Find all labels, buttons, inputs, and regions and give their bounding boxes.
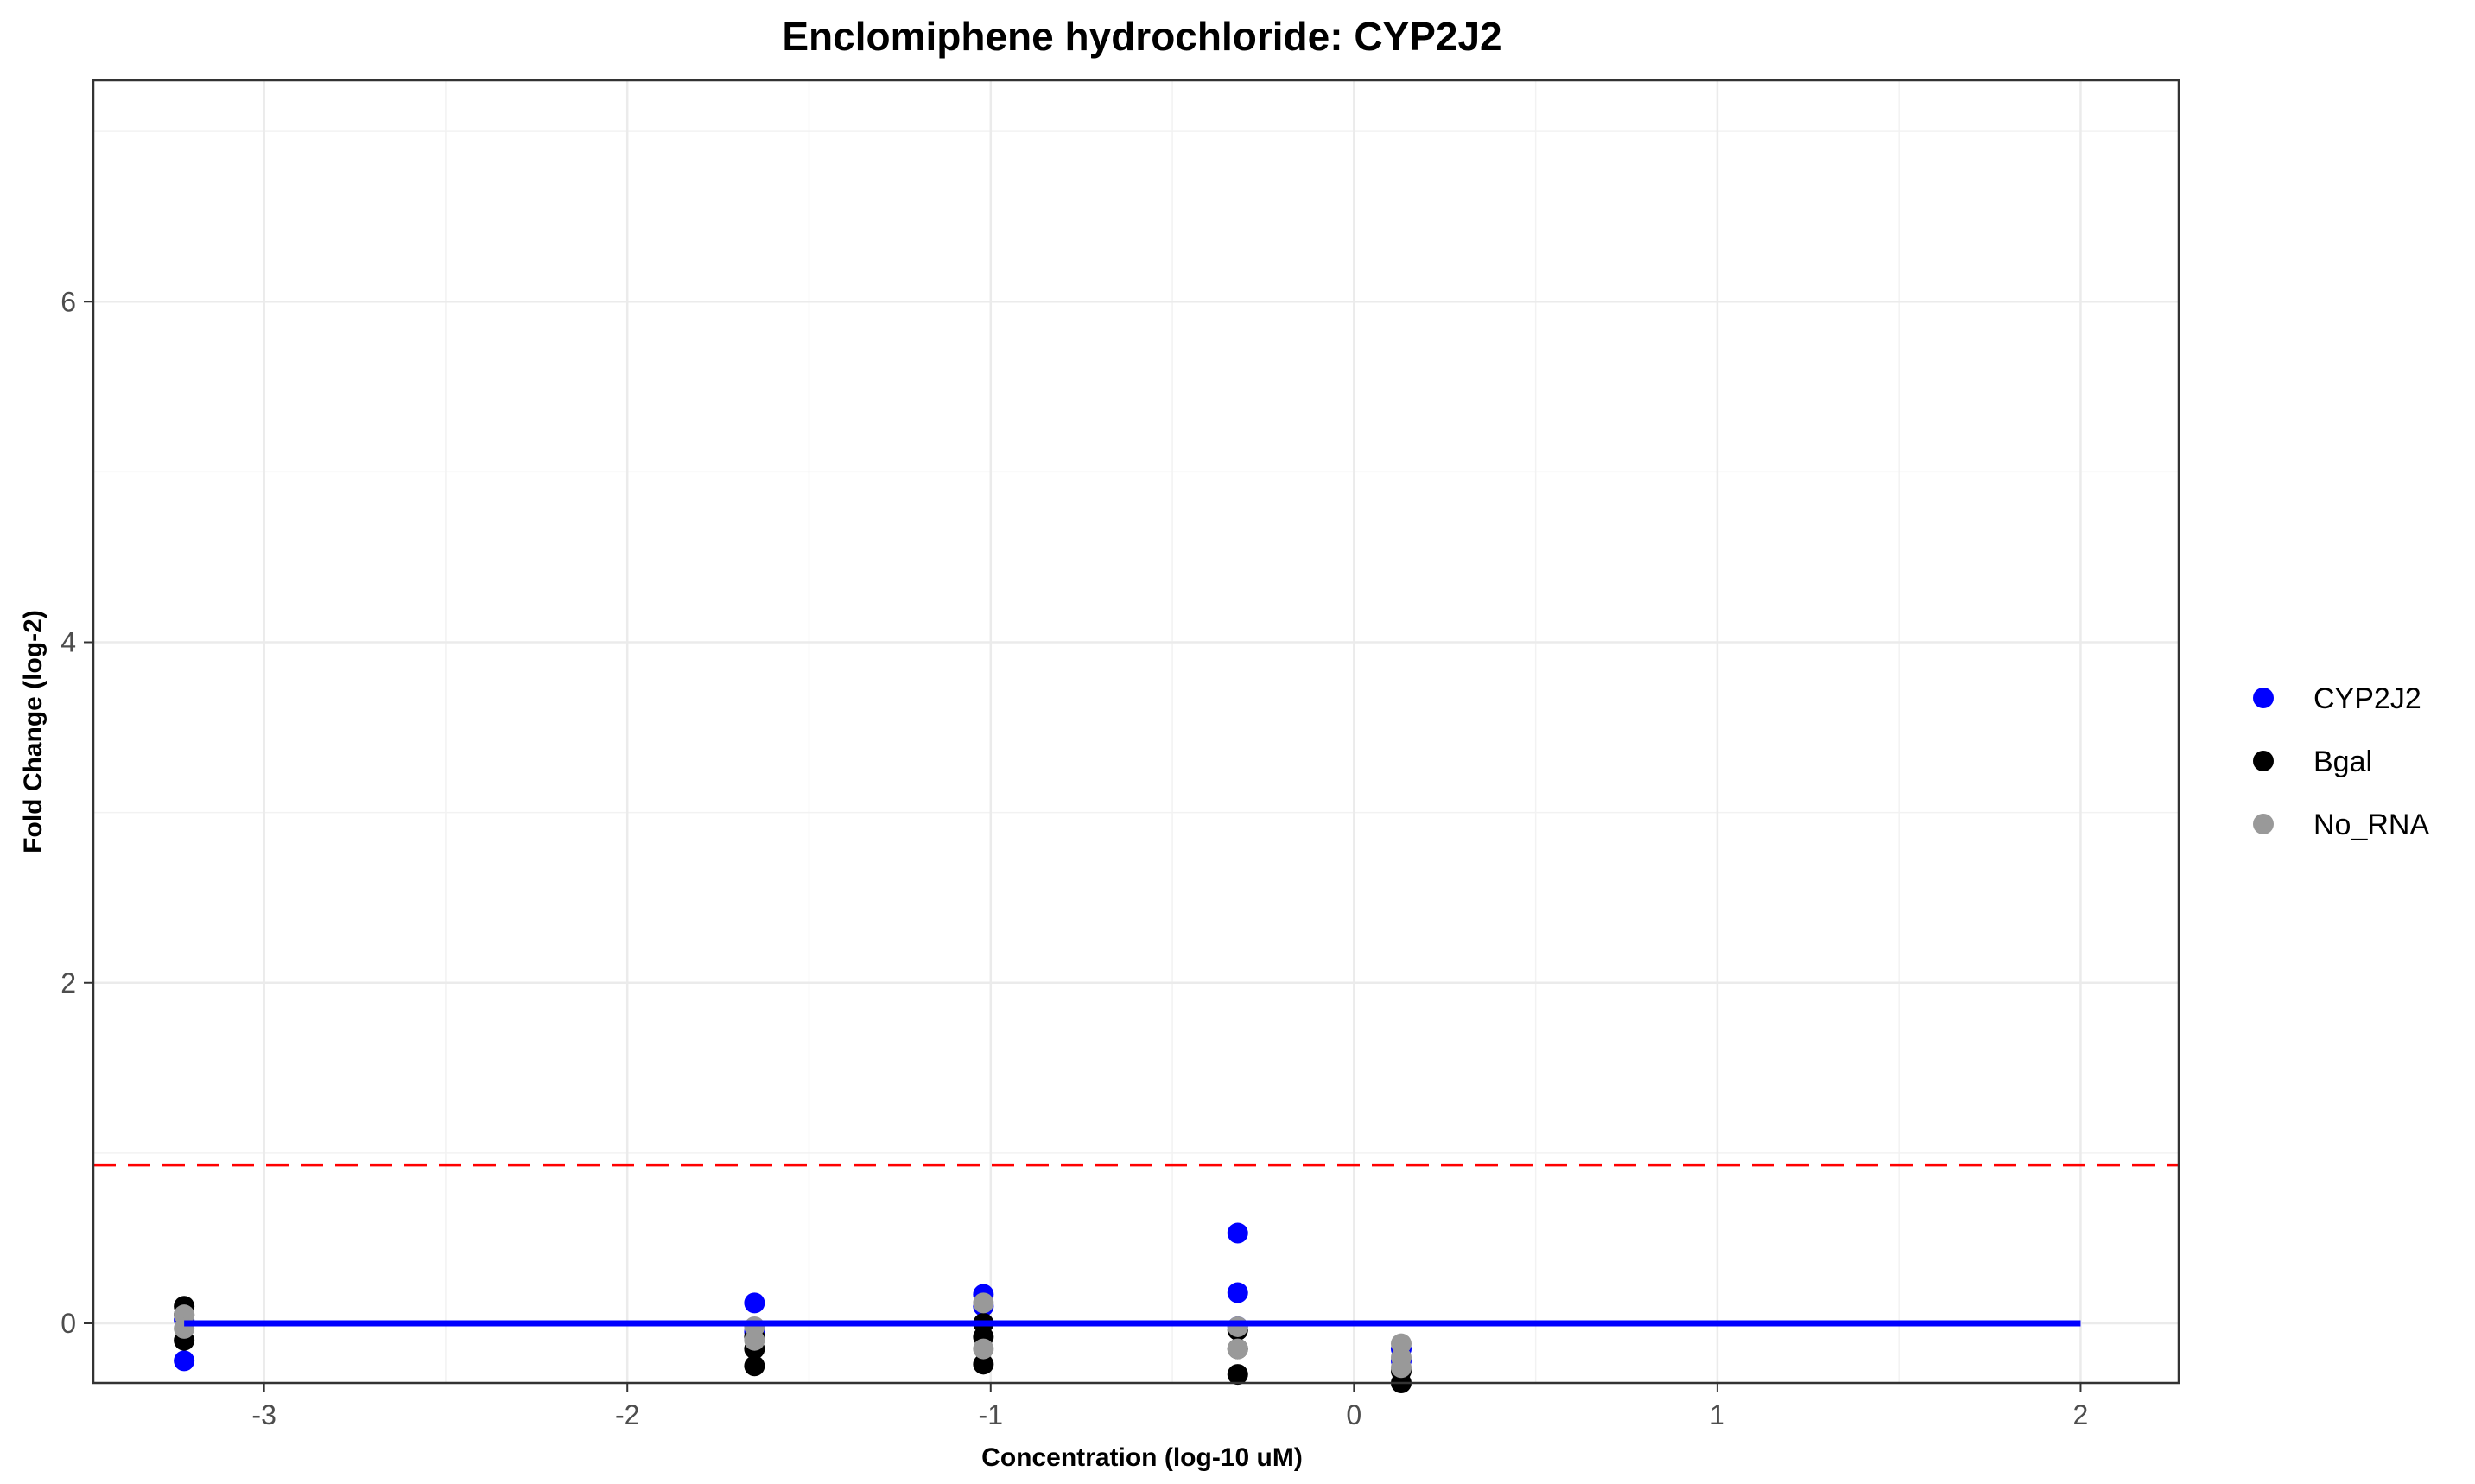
data-point	[744, 1355, 765, 1377]
y-axis-title: Fold Change (log-2)	[19, 610, 48, 853]
chart-title: Enclomiphene hydrochloride: CYP2J2	[782, 14, 1501, 59]
legend: CYP2J2 Bgal No_RNA	[2253, 682, 2429, 841]
y-tick-label: 0	[60, 1308, 76, 1339]
legend-key	[2253, 688, 2274, 708]
legend-key	[2253, 814, 2274, 834]
data-point	[1227, 1364, 1248, 1386]
x-axis-title: Concentration (log-10 uM)	[981, 1443, 1303, 1472]
data-point	[1227, 1338, 1248, 1360]
x-tick-label: -2	[615, 1399, 639, 1430]
data-point	[973, 1354, 994, 1375]
x-tick-label: 2	[2073, 1399, 2089, 1430]
y-tick-label: 2	[60, 967, 76, 999]
data-point	[744, 1329, 765, 1351]
legend-key	[2253, 751, 2274, 771]
data-point	[744, 1292, 765, 1314]
plot-area	[93, 1163, 2179, 1393]
panel-border	[92, 79, 2180, 1385]
data-point	[1227, 1222, 1248, 1244]
data-point	[1227, 1316, 1248, 1337]
y-tick-label: 6	[60, 286, 76, 317]
legend-label: No_RNA	[2313, 809, 2429, 841]
x-tick-label: -1	[979, 1399, 1003, 1430]
y-tick-label: 4	[60, 627, 76, 658]
x-axis: -3 -2 -1 0 1 2	[251, 1383, 2088, 1430]
data-point	[1227, 1282, 1248, 1303]
y-axis: 0 2 4 6	[60, 286, 93, 1339]
data-point	[174, 1350, 195, 1372]
data-point	[973, 1292, 994, 1314]
data-point	[973, 1338, 994, 1360]
x-tick-label: 1	[1710, 1399, 1725, 1430]
x-tick-label: -3	[251, 1399, 276, 1430]
legend-label: CYP2J2	[2313, 682, 2421, 715]
data-point	[1391, 1357, 1412, 1379]
gridlines	[93, 80, 2179, 1383]
legend-label: Bgal	[2313, 745, 2372, 778]
x-tick-label: 0	[1346, 1399, 1361, 1430]
